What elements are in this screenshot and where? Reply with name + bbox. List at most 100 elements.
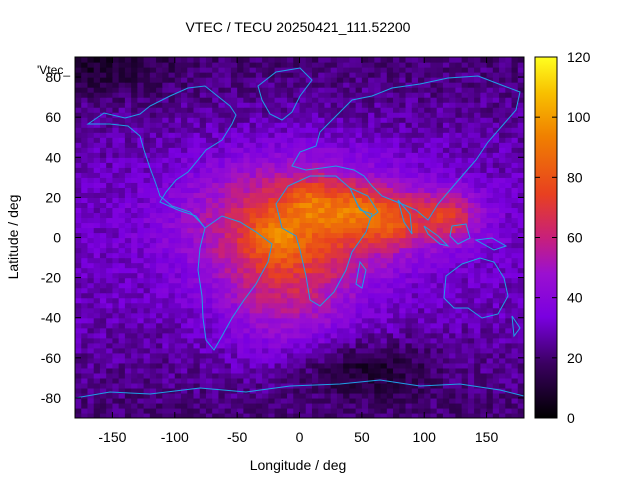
heatmap-cell xyxy=(230,347,238,354)
heatmap-cell xyxy=(162,212,170,219)
heatmap-cell xyxy=(368,307,375,314)
heatmap-cell xyxy=(99,227,107,234)
heatmap-cell xyxy=(249,347,257,354)
heatmap-cell xyxy=(505,377,513,384)
heatmap-cell xyxy=(75,337,82,344)
heatmap-cell xyxy=(343,352,350,359)
heatmap-cell xyxy=(131,107,138,113)
heatmap-cell xyxy=(318,242,326,249)
heatmap-cell xyxy=(349,117,357,123)
heatmap-cell xyxy=(262,187,269,193)
heatmap-cell xyxy=(181,342,188,349)
heatmap-cell xyxy=(517,367,524,374)
heatmap-cell xyxy=(243,312,251,319)
heatmap-cell xyxy=(99,72,107,78)
heatmap-cell xyxy=(131,177,138,183)
heatmap-cell xyxy=(461,317,469,324)
heatmap-cell xyxy=(274,182,282,188)
heatmap-cell xyxy=(168,282,176,289)
heatmap-cell xyxy=(411,402,419,409)
heatmap-cell xyxy=(430,342,438,349)
heatmap-cell xyxy=(255,312,263,319)
heatmap-cell xyxy=(81,297,89,304)
heatmap-cell xyxy=(405,107,413,113)
heatmap-cell xyxy=(417,317,425,324)
heatmap-cell xyxy=(162,137,170,143)
heatmap-cell xyxy=(137,292,145,299)
heatmap-cell xyxy=(262,292,269,299)
heatmap-cell xyxy=(505,137,513,143)
heatmap-cell xyxy=(168,362,176,369)
heatmap-cell xyxy=(237,222,244,229)
heatmap-cell xyxy=(486,222,494,229)
heatmap-cell xyxy=(106,267,114,274)
heatmap-cell xyxy=(249,107,257,113)
heatmap-cell xyxy=(181,232,188,239)
heatmap-cell xyxy=(156,82,163,88)
heatmap-cell xyxy=(299,327,307,334)
heatmap-cell xyxy=(199,287,207,294)
heatmap-cell xyxy=(449,142,457,148)
heatmap-cell xyxy=(243,347,251,354)
heatmap-cell xyxy=(311,222,319,229)
heatmap-cell xyxy=(336,237,344,244)
heatmap-cell xyxy=(81,177,89,183)
heatmap-cell xyxy=(230,92,238,98)
heatmap-cell xyxy=(193,312,201,319)
heatmap-cell xyxy=(455,142,463,148)
heatmap-cell xyxy=(224,342,232,349)
heatmap-cell xyxy=(461,272,469,279)
heatmap-cell xyxy=(224,107,232,113)
heatmap-cell xyxy=(311,117,319,123)
heatmap-cell xyxy=(505,347,513,354)
heatmap-cell xyxy=(380,177,388,183)
heatmap-cell xyxy=(517,227,524,234)
heatmap-cell xyxy=(461,167,469,173)
heatmap-cell xyxy=(143,397,151,404)
heatmap-cell xyxy=(255,367,263,374)
heatmap-cell xyxy=(455,352,463,359)
heatmap-cell xyxy=(199,162,207,168)
heatmap-cell xyxy=(374,82,382,88)
heatmap-cell xyxy=(124,127,132,133)
heatmap-cell xyxy=(455,282,463,289)
heatmap-cell xyxy=(517,157,524,163)
heatmap-cell xyxy=(174,152,182,158)
heatmap-cell xyxy=(249,402,257,409)
heatmap-cell xyxy=(417,222,425,229)
heatmap-cell xyxy=(449,242,457,249)
heatmap-cell xyxy=(393,102,400,108)
heatmap-cell xyxy=(93,317,101,324)
heatmap-cell xyxy=(168,212,176,219)
heatmap-cell xyxy=(93,412,101,418)
heatmap-cell xyxy=(280,277,288,284)
heatmap-cell xyxy=(181,397,188,404)
heatmap-cell xyxy=(393,312,400,319)
heatmap-cell xyxy=(511,177,519,183)
heatmap-cell xyxy=(99,327,107,334)
heatmap-cell xyxy=(305,137,313,143)
heatmap-cell xyxy=(243,352,251,359)
heatmap-cell xyxy=(349,387,357,394)
heatmap-cell xyxy=(517,167,524,173)
heatmap-cell xyxy=(311,377,319,384)
heatmap-cell xyxy=(156,67,163,73)
heatmap-cell xyxy=(474,247,481,254)
heatmap-cell xyxy=(449,407,457,414)
heatmap-cell xyxy=(87,137,95,143)
heatmap-cell xyxy=(131,342,138,349)
heatmap-cell xyxy=(93,87,101,93)
heatmap-cell xyxy=(212,397,220,404)
heatmap-cell xyxy=(474,222,481,229)
heatmap-cell xyxy=(305,342,313,349)
heatmap-cell xyxy=(368,232,375,239)
heatmap-cell xyxy=(149,207,157,214)
heatmap-cell xyxy=(424,137,432,143)
heatmap-cell xyxy=(156,377,163,384)
heatmap-cell xyxy=(355,157,363,163)
heatmap-cell xyxy=(81,72,89,78)
heatmap-cell xyxy=(492,332,500,339)
heatmap-cell xyxy=(174,172,182,178)
heatmap-cell xyxy=(393,197,400,203)
heatmap-cell xyxy=(118,242,126,249)
